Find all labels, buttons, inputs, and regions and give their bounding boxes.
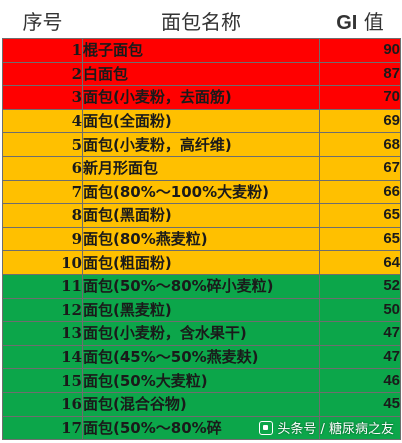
cell-no: 17 [2, 415, 83, 441]
cell-no: 9 [2, 226, 83, 252]
cell-no: 10 [2, 250, 83, 275]
cell-no: 13 [2, 321, 83, 346]
cell-name: 白面包 [82, 61, 320, 87]
toutiao-logo-icon [259, 420, 274, 435]
cell-name: 面包(混合谷物) [82, 391, 320, 417]
cell-gi: 65 [319, 203, 401, 228]
cell-no: 4 [2, 108, 83, 134]
cell-gi: 68 [319, 132, 401, 157]
header-no: 序号 [2, 2, 83, 39]
cell-no: 3 [2, 85, 83, 110]
cell-gi: 65 [319, 226, 401, 252]
cell-name: 面包(小麦粉，含水果干) [82, 321, 320, 346]
cell-name: 面包(黑麦粒) [82, 297, 320, 323]
header-gi-latin: GI [336, 11, 358, 34]
cell-gi: 69 [319, 108, 401, 134]
table-row: 8 面包(黑面粉) 65 [2, 203, 401, 228]
watermark-text: 头条号 / 糖尿病之友 [277, 422, 394, 437]
cell-no: 14 [2, 344, 83, 370]
cell-name: 棍子面包 [82, 38, 320, 63]
table-row: 15 面包(50%大麦粒) 46 [2, 368, 401, 393]
header-name: 面包名称 [82, 2, 320, 39]
cell-no: 15 [2, 368, 83, 393]
cell-gi: 50 [319, 297, 401, 323]
cell-no: 6 [2, 155, 83, 181]
table-row: 2 白面包 87 [2, 61, 401, 87]
cell-gi: 46 [319, 368, 401, 393]
cell-name: 面包(小麦粉，高纤维) [82, 132, 320, 157]
cell-name: 面包(全面粉) [82, 108, 320, 134]
cell-gi: 47 [319, 321, 401, 346]
table-row: 9 面包(80%燕麦粒) 65 [2, 226, 401, 252]
cell-name: 面包(50%～80%碎小麦粒) [82, 273, 320, 299]
table-row: 16 面包(混合谷物) 45 [2, 391, 401, 417]
cell-no: 11 [2, 273, 83, 299]
table-row: 10 面包(粗面粉) 64 [2, 250, 401, 275]
table-row: 11 面包(50%～80%碎小麦粒) 52 [2, 273, 401, 299]
header-gi-cjk: 值 [363, 9, 384, 34]
cell-gi: 66 [319, 179, 401, 205]
cell-no: 5 [2, 132, 83, 157]
cell-no: 7 [2, 179, 83, 205]
table-row: 5 面包(小麦粉，高纤维) 68 [2, 132, 401, 157]
cell-gi: 45 [319, 391, 401, 417]
cell-gi: 87 [319, 61, 401, 87]
table-row: 6 新月形面包 67 [2, 155, 401, 181]
cell-no: 2 [2, 61, 83, 87]
table-row: 1 棍子面包 90 [2, 38, 401, 63]
watermark: 头条号 / 糖尿病之友 [259, 418, 394, 437]
cell-name: 面包(粗面粉) [82, 250, 320, 275]
cell-name: 面包(50%大麦粒) [82, 368, 320, 393]
cell-gi: 70 [319, 85, 401, 110]
cell-no: 1 [2, 38, 83, 63]
cell-name: 面包(45%～50%燕麦麸) [82, 344, 320, 370]
table-row: 12 面包(黑麦粒) 50 [2, 297, 401, 323]
table-row: 7 面包(80%～100%大麦粉) 66 [2, 179, 401, 205]
cell-name: 面包(80%燕麦粒) [82, 226, 320, 252]
cell-name: 面包(80%～100%大麦粉) [82, 179, 320, 205]
cell-no: 16 [2, 391, 83, 417]
cell-no: 8 [2, 203, 83, 228]
cell-gi: 90 [319, 38, 401, 63]
cell-gi: 64 [319, 250, 401, 275]
cell-name: 面包(小麦粉，去面筋) [82, 85, 320, 110]
table-row: 3 面包(小麦粉，去面筋) 70 [2, 85, 401, 110]
table-body: 1 棍子面包 90 2 白面包 87 3 面包(小麦粉，去面筋) 70 4 面包(全面粉) 69 5 面包… [2, 38, 401, 441]
table-row: 13 面包(小麦粉，含水果干) 47 [2, 321, 401, 346]
cell-name: 面包(黑面粉) [82, 203, 320, 228]
cell-name: 新月形面包 [82, 155, 320, 181]
cell-gi [319, 415, 401, 441]
table-row: 14 面包(45%～50%燕麦麸) 47 [2, 344, 401, 370]
cell-gi: 67 [319, 155, 401, 181]
header-gi: GI 值 [319, 2, 401, 39]
header-row: 序号 面包名称 GI 值 [2, 2, 401, 39]
table-row: 4 面包(全面粉) 69 [2, 108, 401, 134]
cell-gi: 47 [319, 344, 401, 370]
cell-no: 12 [2, 297, 83, 323]
cell-gi: 52 [319, 273, 401, 299]
